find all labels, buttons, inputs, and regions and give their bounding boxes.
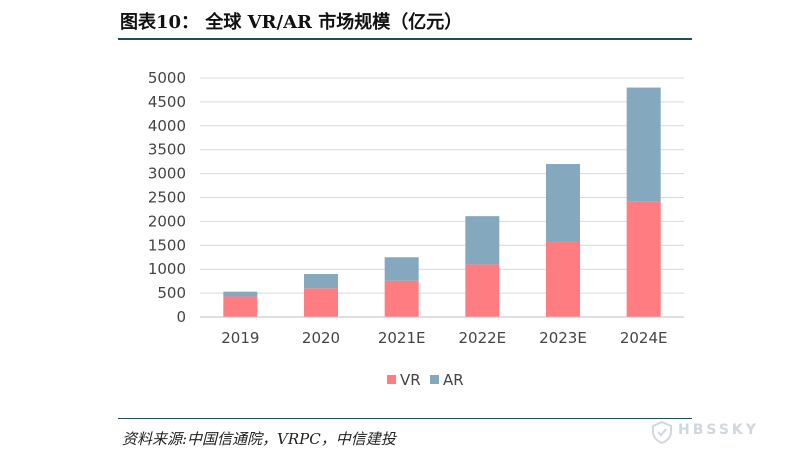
y-tick-label: 3500 <box>148 141 186 159</box>
x-axis-tick-labels: 2019 2020 2021E 2022E 2023E 2024E <box>221 329 667 347</box>
bar-vr-2022e <box>465 264 500 317</box>
x-tick-label: 2020 <box>302 329 340 347</box>
bar-ar-2019 <box>223 291 258 297</box>
x-tick-label: 2021E <box>378 329 426 347</box>
legend-label-ar: AR <box>443 371 464 389</box>
y-tick-label: 0 <box>176 308 186 326</box>
bars <box>223 87 661 317</box>
bar-ar-2023e <box>546 164 580 242</box>
watermark-logo: HBSSKY <box>650 418 790 444</box>
chart-title: 图表10： 全球 VR/AR 市场规模（亿元） <box>120 12 463 33</box>
y-tick-label: 2500 <box>148 189 186 207</box>
y-tick-label: 4500 <box>148 93 186 111</box>
bar-ar-2024e <box>626 87 661 202</box>
bar-vr-2023e <box>546 241 580 317</box>
legend-swatch-vr <box>387 375 396 384</box>
bar-vr-2020 <box>304 288 338 317</box>
x-tick-label: 2024E <box>620 329 668 347</box>
title-divider <box>118 38 692 40</box>
bar-vr-2024e <box>626 201 661 317</box>
y-tick-label: 2000 <box>148 212 186 230</box>
y-tick-label: 500 <box>157 284 186 302</box>
y-tick-label: 5000 <box>148 69 186 87</box>
legend-swatch-ar <box>430 375 439 384</box>
legend-label-vr: VR <box>400 371 421 389</box>
y-tick-label: 3000 <box>148 165 186 183</box>
bar-vr-2019 <box>223 296 258 317</box>
source-note: 资料来源:中国信通院，VRPC，中信建投 <box>122 430 396 448</box>
x-tick-label: 2022E <box>459 329 507 347</box>
gridlines <box>200 77 684 294</box>
bar-ar-2021e <box>384 257 419 281</box>
bar-ar-2020 <box>304 273 338 289</box>
x-tick-label: 2023E <box>539 329 587 347</box>
y-tick-label: 4000 <box>148 117 186 135</box>
x-tick-label: 2019 <box>221 329 259 347</box>
bar-vr-2021e <box>384 280 419 317</box>
bar-ar-2022e <box>465 216 500 265</box>
y-tick-label: 1000 <box>148 260 186 278</box>
footer-divider <box>118 418 692 419</box>
legend: VR AR <box>387 371 464 389</box>
y-tick-label: 1500 <box>148 236 186 254</box>
y-axis-tick-labels: 0 500 1000 1500 2000 2500 3000 3500 4000 4500 5000 <box>148 69 186 326</box>
shield-icon <box>652 420 672 444</box>
watermark-text: HBSSKY <box>678 422 759 438</box>
